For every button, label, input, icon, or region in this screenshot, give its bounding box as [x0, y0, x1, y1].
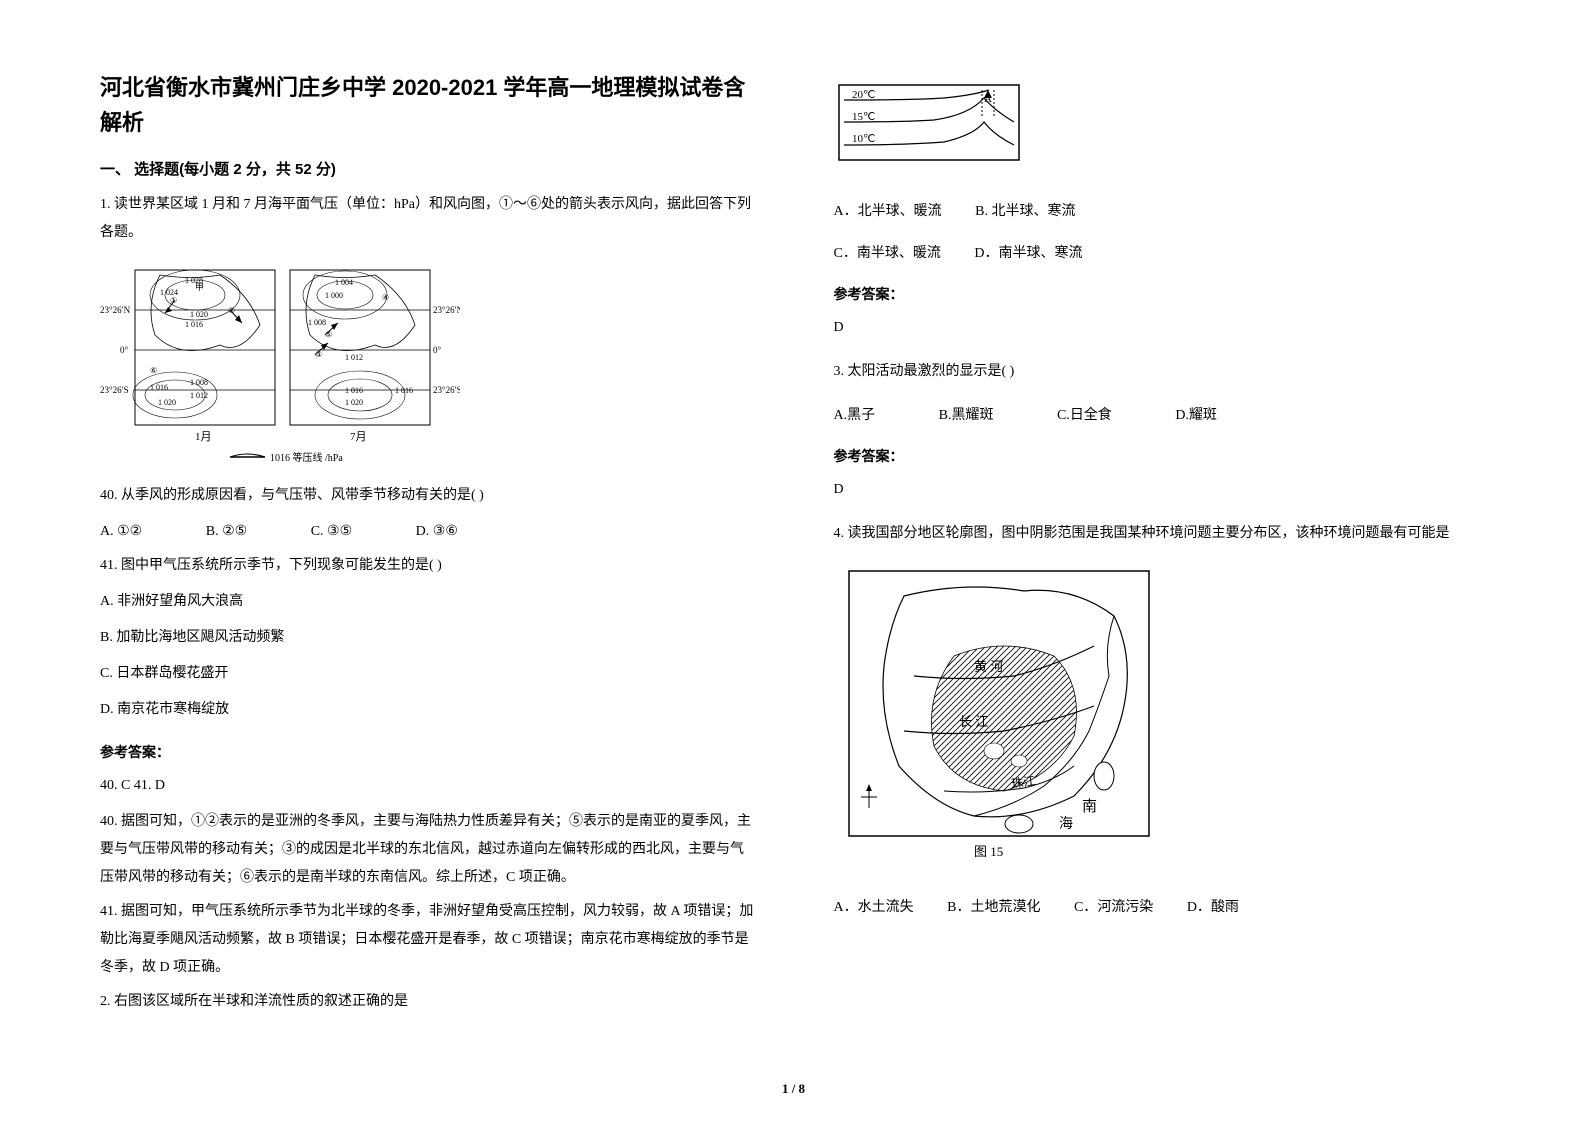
q4-figure-caption: 图 15: [974, 844, 1003, 859]
q3-opt-a: A.黑子: [834, 402, 876, 430]
svg-text:⑥: ⑥: [150, 366, 157, 375]
q1-sub41: 41. 图中甲气压系统所示季节，下列现象可能发生的是( ): [100, 552, 754, 580]
q2-figure: 20℃ 15℃ 10℃ A: [834, 80, 1488, 170]
svg-text:黄 河: 黄 河: [974, 659, 1003, 674]
q1-sub41-a: A. 非洲好望角风大浪高: [100, 588, 754, 616]
svg-text:23°26′S: 23°26′S: [433, 385, 460, 395]
q3-opt-c: C.日全食: [1057, 402, 1112, 430]
svg-text:1 016: 1 016: [395, 386, 413, 395]
lat-s-label: 23°26′S: [100, 385, 129, 395]
svg-text:1 016: 1 016: [185, 320, 203, 329]
opt-b: B. ②⑤: [206, 518, 247, 546]
q3-opt-d: D.耀斑: [1175, 402, 1217, 430]
svg-text:15℃: 15℃: [852, 111, 875, 123]
right-column: 20℃ 15℃ 10℃ A A．北半球、暖流 B. 北半球、寒流 C．南半球、暖…: [834, 70, 1488, 1062]
svg-text:0°: 0°: [433, 345, 442, 355]
svg-text:长 江: 长 江: [959, 714, 988, 729]
q1-answer-label: 参考答案：: [100, 742, 754, 762]
q4-figure: 黄 河 长 江 珠江 南 海 图 15: [844, 566, 1488, 866]
q1-sub41-b: B. 加勒比海地区飓风活动频繁: [100, 624, 754, 652]
q2-opt-b: B. 北半球、寒流: [975, 198, 1075, 226]
opt-a: A. ①②: [100, 518, 142, 546]
q4-opt-c: C．河流污染: [1074, 894, 1153, 922]
opt-d: D. ③⑥: [416, 518, 458, 546]
svg-text:②: ②: [228, 306, 235, 315]
svg-text:海: 海: [1059, 816, 1073, 832]
svg-text:④: ④: [382, 293, 389, 302]
svg-text:23°26′N: 23°26′N: [433, 305, 460, 315]
left-column: 河北省衡水市冀州门庄乡中学 2020-2021 学年高一地理模拟试卷含解析 一、…: [100, 70, 754, 1062]
q4-options: A．水土流失 B．土地荒漠化 C．河流污染 D．酸雨: [834, 894, 1488, 922]
section-1-heading: 一、 选择题(每小题 2 分，共 52 分): [100, 158, 754, 179]
q2-options-row1: A．北半球、暖流 B. 北半球、寒流: [834, 198, 1488, 226]
q2-stem: 2. 右图该区域所在半球和洋流性质的叙述正确的是: [100, 988, 754, 1016]
svg-text:1 020: 1 020: [190, 310, 208, 319]
q2-opt-d: D．南半球、寒流: [974, 240, 1082, 268]
q1-expl40: 40. 据图可知，①②表示的是亚洲的冬季风，主要与海陆热力性质差异有关；⑤表示的…: [100, 808, 754, 892]
svg-text:20℃: 20℃: [852, 89, 875, 101]
legend-label: 1016 等压线 /hPa: [270, 451, 343, 464]
svg-text:1 004: 1 004: [335, 278, 353, 287]
svg-text:1 016: 1 016: [150, 383, 168, 392]
q1-stem: 1. 读世界某区域 1 月和 7 月海平面气压（单位：hPa）和风向图，①～⑥处…: [100, 191, 754, 247]
q3-options: A.黑子 B.黑耀斑 C.日全食 D.耀斑: [834, 402, 1488, 430]
q2-options-row2: C．南半球、暖流 D．南半球、寒流: [834, 240, 1488, 268]
jul-label: 7月: [350, 431, 367, 443]
svg-text:1 000: 1 000: [325, 291, 343, 300]
exam-title: 河北省衡水市冀州门庄乡中学 2020-2021 学年高一地理模拟试卷含解析: [100, 70, 754, 140]
q1-sub41-c: C. 日本群岛樱花盛开: [100, 660, 754, 688]
q1-sub41-d: D. 南京花市寒梅绽放: [100, 696, 754, 724]
q2-answer-label: 参考答案：: [834, 284, 1488, 304]
svg-text:①: ①: [170, 296, 177, 305]
q2-answer: D: [834, 314, 1488, 342]
svg-text:1 008: 1 008: [308, 318, 326, 327]
opt-c: C. ③⑤: [311, 518, 352, 546]
q3-stem: 3. 太阳活动最激烈的显示是( ): [834, 358, 1488, 386]
page-number: 1 / 8: [0, 1081, 1587, 1097]
svg-text:1 008: 1 008: [190, 378, 208, 387]
lat-n-label: 23°26′N: [100, 305, 131, 315]
svg-text:南: 南: [1082, 798, 1097, 815]
q3-answer: D: [834, 476, 1488, 504]
q3-opt-b: B.黑耀斑: [939, 402, 994, 430]
q4-stem: 4. 读我国部分地区轮廓图，图中阴影范围是我国某种环境问题主要分布区，该种环境问…: [834, 520, 1488, 548]
q4-opt-d: D．酸雨: [1187, 894, 1239, 922]
lat-eq-label: 0°: [120, 345, 129, 355]
q4-opt-a: A．水土流失: [834, 894, 914, 922]
q2-opt-c: C．南半球、暖流: [834, 240, 941, 268]
svg-text:1 016: 1 016: [345, 386, 363, 395]
q3-answer-label: 参考答案：: [834, 446, 1488, 466]
svg-text:1 020: 1 020: [158, 398, 176, 407]
svg-text:10℃: 10℃: [852, 133, 875, 145]
q1-figure: 23°26′N 0° 23°26′S 1 028 1 024 1 020 1 0…: [100, 265, 754, 470]
q1-answer-line: 40. C 41. D: [100, 772, 754, 800]
q1-expl41: 41. 据图可知，甲气压系统所示季节为北半球的冬季，非洲好望角受高压控制，风力较…: [100, 898, 754, 982]
svg-text:1 020: 1 020: [345, 398, 363, 407]
q4-opt-b: B．土地荒漠化: [947, 894, 1040, 922]
q1-sub40: 40. 从季风的形成原因看，与气压带、风带季节移动有关的是( ): [100, 482, 754, 510]
q2-opt-a: A．北半球、暖流: [834, 198, 942, 226]
svg-text:1 012: 1 012: [345, 353, 363, 362]
svg-text:甲: 甲: [195, 282, 204, 292]
svg-text:1 012: 1 012: [190, 391, 208, 400]
jan-label: 1月: [195, 431, 212, 443]
q1-sub40-options: A. ①② B. ②⑤ C. ③⑤ D. ③⑥: [100, 518, 754, 546]
